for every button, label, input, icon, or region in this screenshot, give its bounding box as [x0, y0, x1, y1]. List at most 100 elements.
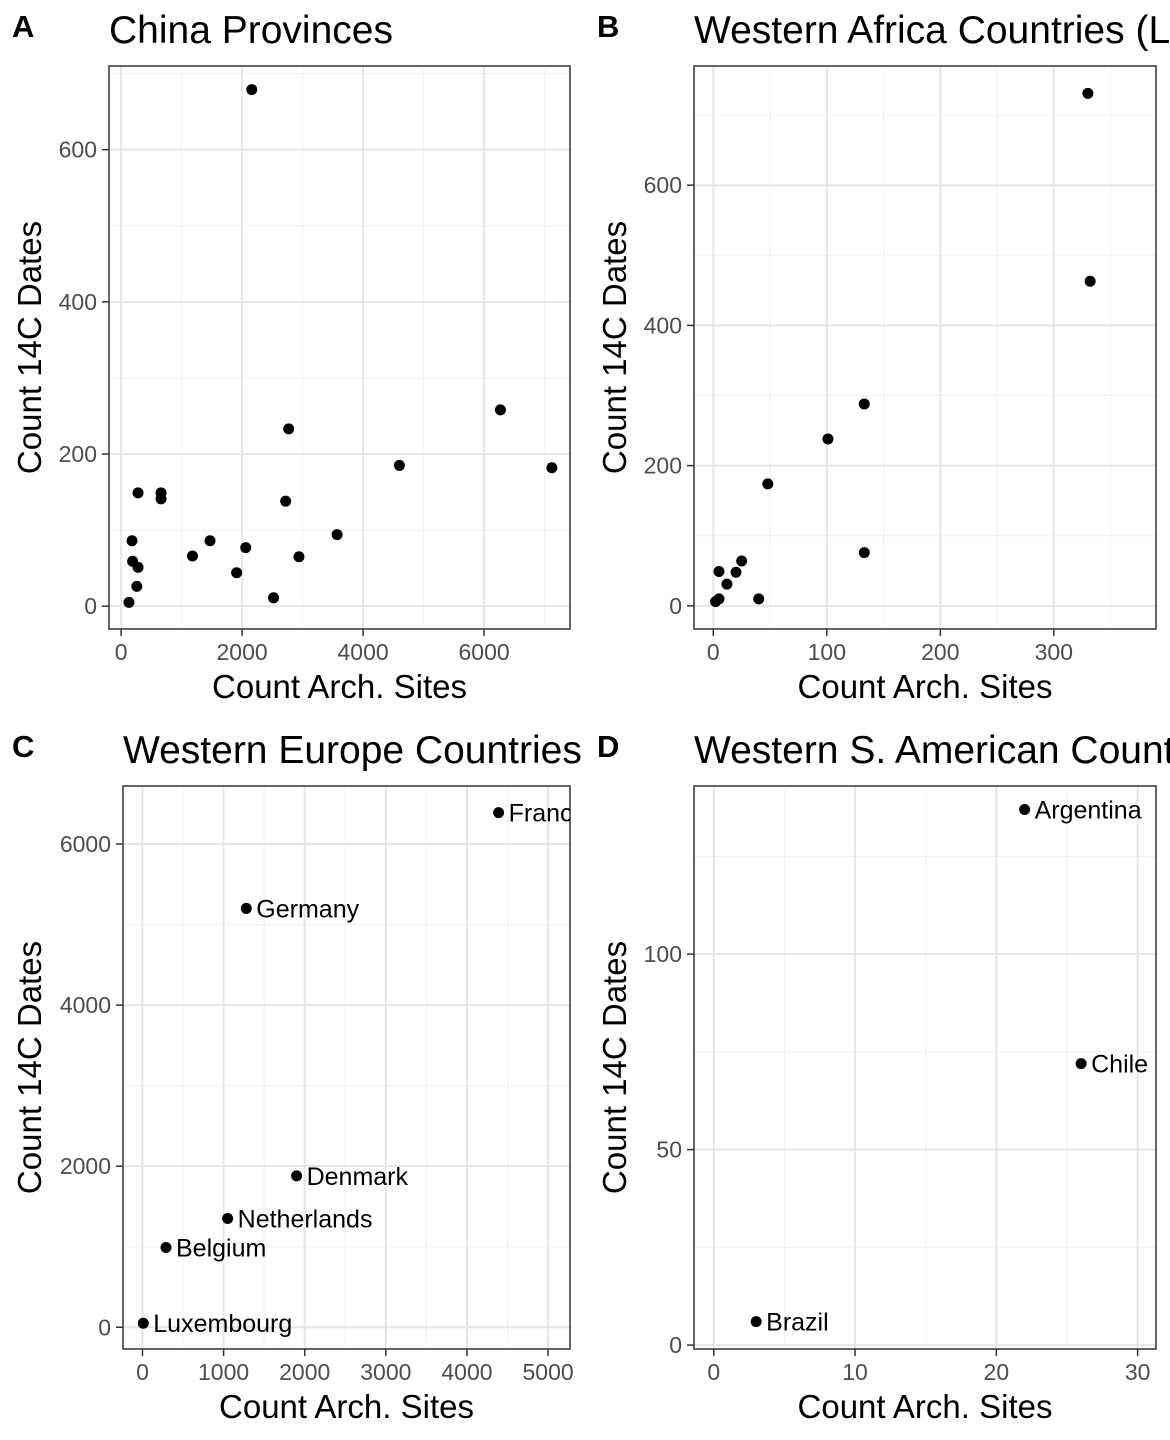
y-axis-title: Count 14C Dates	[11, 221, 48, 474]
y-tick-label: 0	[669, 1332, 682, 1358]
data-point	[137, 1317, 149, 1329]
plot-background	[694, 786, 1156, 1349]
y-tick-label: 2000	[60, 1153, 111, 1179]
data-point	[131, 580, 143, 592]
data-point	[132, 487, 144, 499]
data-point	[231, 567, 243, 579]
y-axis-title: Count 14C Dates	[596, 941, 633, 1194]
x-tick-label: 2000	[279, 1359, 330, 1385]
x-tick-label: 0	[707, 1359, 720, 1385]
panel-b: 0 100 200 300 0 200 400 600 Count Arch. Sites Cou…	[596, 9, 1170, 705]
y-tick-label: 50	[656, 1137, 682, 1163]
data-point	[155, 493, 167, 505]
x-tick-label: 3000	[360, 1359, 411, 1385]
panel-border	[122, 785, 571, 1350]
point-label: Argentina	[1035, 796, 1142, 824]
data-point	[858, 398, 870, 410]
x-axis-title: Count Arch. Sites	[798, 668, 1053, 705]
data-point	[1082, 87, 1094, 99]
y-tick-label: 0	[98, 1314, 111, 1340]
point-label: Chile	[1091, 1051, 1148, 1079]
x-tick-label: 100	[808, 639, 846, 665]
data-point	[280, 495, 292, 507]
panel-title: Western S. American Countries	[694, 729, 1170, 772]
x-tick-label: 1000	[198, 1359, 249, 1385]
data-point	[123, 596, 135, 608]
x-tick-label: 10	[842, 1359, 868, 1385]
data-point	[546, 462, 558, 474]
title-group: Western S. American Countries	[694, 729, 1170, 772]
y-tick-label: 600	[644, 172, 682, 198]
y-tick-label: 0	[669, 593, 682, 619]
y-tick-label: 0	[84, 593, 97, 619]
x-tick-label: 0	[136, 1359, 149, 1385]
data-point	[822, 433, 834, 445]
y-axis-title: Count 14C Dates	[596, 221, 633, 474]
x-tick-label: 2000	[217, 639, 268, 665]
data-point	[240, 542, 252, 554]
point-label: Belgium	[176, 1235, 266, 1263]
title-group: China Provinces	[109, 9, 393, 52]
y-axis-title: Count 14C Dates	[11, 941, 48, 1194]
x-tick-label: 0	[115, 639, 128, 665]
point-label: Brazil	[766, 1309, 829, 1337]
data-point	[283, 423, 295, 435]
data-point	[858, 547, 870, 559]
y-tick-label: 6000	[60, 831, 111, 857]
point-label: France	[509, 800, 587, 828]
x-axis-title: Count Arch. Sites	[212, 668, 467, 705]
point-label: Germany	[256, 895, 359, 923]
y-tick-label: 600	[59, 137, 97, 163]
data-point	[132, 561, 144, 573]
data-layer	[710, 87, 1096, 608]
data-point	[126, 535, 138, 547]
x-tick-label: 4000	[441, 1359, 492, 1385]
y-tick-label: 400	[59, 289, 97, 315]
data-point	[246, 84, 258, 96]
panel-title: Western Europe Countries	[123, 729, 582, 772]
panel-letter: B	[597, 9, 619, 44]
data-point	[293, 551, 305, 563]
data-point	[291, 1170, 303, 1182]
x-tick-label: 4000	[338, 639, 389, 665]
plot-background	[123, 786, 570, 1349]
data-point	[1084, 275, 1096, 287]
x-tick-label: 30	[1125, 1359, 1151, 1385]
data-point	[204, 535, 216, 547]
data-layer: Argentina Chile Brazil	[750, 796, 1148, 1337]
data-point	[713, 566, 725, 578]
data-point	[762, 478, 774, 490]
y-tick-label: 200	[644, 453, 682, 479]
panel-letter: A	[12, 9, 34, 44]
panel-title: China Provinces	[109, 9, 393, 52]
data-point	[160, 1242, 172, 1254]
x-tick-label: 300	[1035, 639, 1073, 665]
data-point	[494, 404, 506, 416]
y-tick-label: 4000	[60, 992, 111, 1018]
panel-a: 0 2000 4000 6000 0 200 400 600 Count Arch. Sites…	[11, 9, 571, 705]
data-point	[222, 1213, 234, 1225]
data-layer	[123, 84, 558, 608]
data-point	[493, 807, 505, 819]
data-point	[1075, 1058, 1087, 1070]
panel-border	[693, 785, 1157, 1350]
point-label: Netherlands	[238, 1206, 373, 1234]
panel-letter: C	[12, 729, 34, 764]
y-tick-label: 200	[59, 441, 97, 467]
data-point	[186, 550, 198, 562]
data-point	[736, 555, 748, 567]
data-point	[721, 578, 733, 590]
title-group: Western Africa Countries (L	[694, 9, 1170, 52]
x-axis-title: Count Arch. Sites	[798, 1388, 1053, 1425]
data-point	[730, 566, 742, 578]
panel-d: 0 10 20 30 0 50 100 Argentina Chile Brazil Count A…	[596, 729, 1170, 1425]
x-axis-title: Count Arch. Sites	[219, 1388, 474, 1425]
x-tick-label: 0	[707, 639, 720, 665]
data-point	[268, 592, 280, 604]
panel-border	[108, 65, 571, 630]
y-tick-label: 100	[644, 941, 682, 967]
point-label: Luxembourg	[153, 1310, 292, 1338]
